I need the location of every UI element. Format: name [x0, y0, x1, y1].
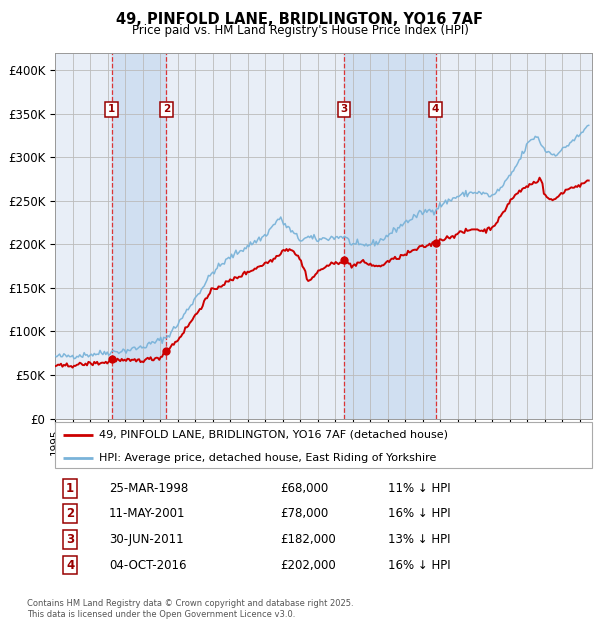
Text: Price paid vs. HM Land Registry's House Price Index (HPI): Price paid vs. HM Land Registry's House … — [131, 24, 469, 37]
Text: £68,000: £68,000 — [281, 482, 329, 495]
Text: 16% ↓ HPI: 16% ↓ HPI — [388, 559, 451, 572]
Text: 11% ↓ HPI: 11% ↓ HPI — [388, 482, 451, 495]
Text: 3: 3 — [66, 533, 74, 546]
Text: £202,000: £202,000 — [281, 559, 337, 572]
Text: 30-JUN-2011: 30-JUN-2011 — [109, 533, 184, 546]
Text: 25-MAR-1998: 25-MAR-1998 — [109, 482, 188, 495]
Text: 11-MAY-2001: 11-MAY-2001 — [109, 507, 185, 520]
Text: 49, PINFOLD LANE, BRIDLINGTON, YO16 7AF: 49, PINFOLD LANE, BRIDLINGTON, YO16 7AF — [116, 12, 484, 27]
Text: £78,000: £78,000 — [281, 507, 329, 520]
Text: 2: 2 — [163, 104, 170, 114]
FancyBboxPatch shape — [55, 422, 592, 468]
Text: 16% ↓ HPI: 16% ↓ HPI — [388, 507, 451, 520]
Bar — [112, 53, 166, 419]
Text: 49, PINFOLD LANE, BRIDLINGTON, YO16 7AF (detached house): 49, PINFOLD LANE, BRIDLINGTON, YO16 7AF … — [99, 430, 448, 440]
Text: 1: 1 — [66, 482, 74, 495]
Text: £182,000: £182,000 — [281, 533, 337, 546]
Text: 2: 2 — [66, 507, 74, 520]
Text: Contains HM Land Registry data © Crown copyright and database right 2025.
This d: Contains HM Land Registry data © Crown c… — [27, 600, 353, 619]
Text: 13% ↓ HPI: 13% ↓ HPI — [388, 533, 451, 546]
Text: 3: 3 — [340, 104, 347, 114]
Text: 1: 1 — [108, 104, 115, 114]
Text: 4: 4 — [66, 559, 74, 572]
Text: 04-OCT-2016: 04-OCT-2016 — [109, 559, 187, 572]
Text: 4: 4 — [432, 104, 439, 114]
Text: HPI: Average price, detached house, East Riding of Yorkshire: HPI: Average price, detached house, East… — [99, 453, 437, 463]
Bar — [344, 53, 436, 419]
